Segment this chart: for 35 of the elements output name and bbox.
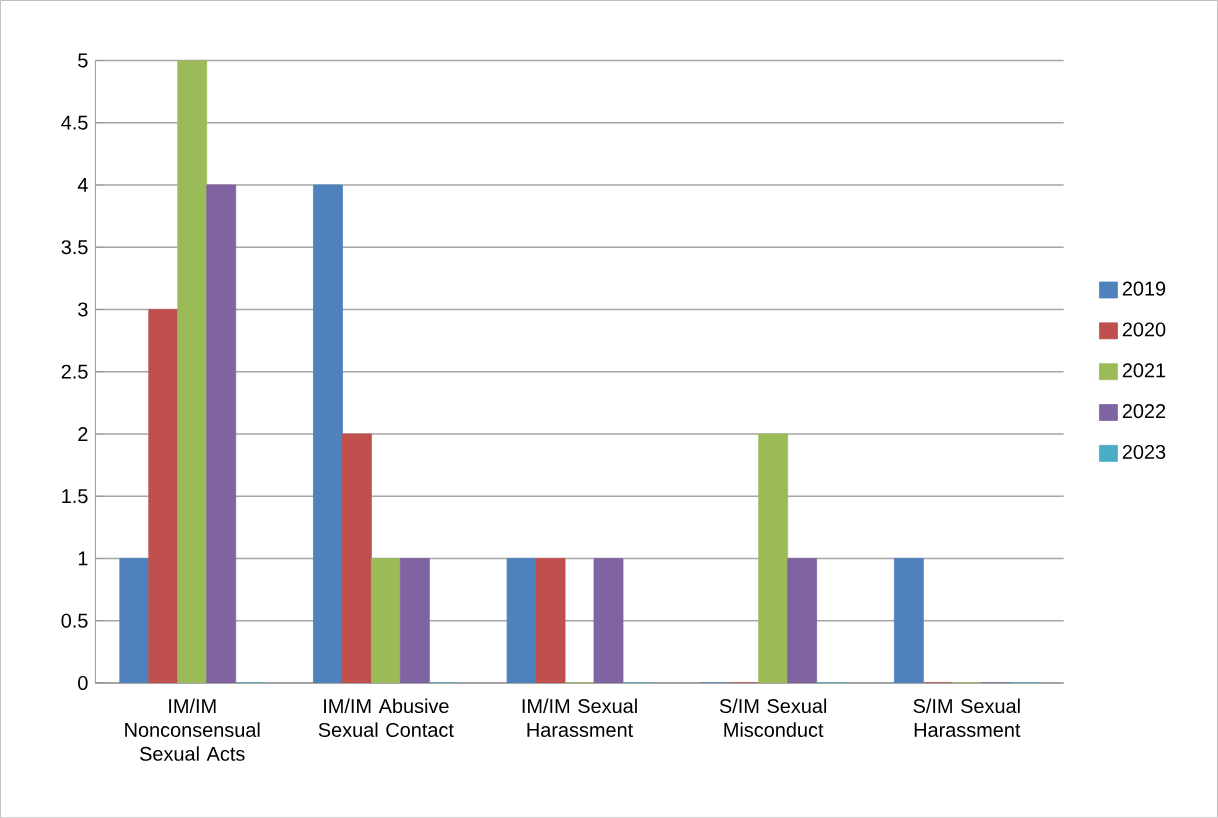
bar <box>313 184 343 683</box>
x-tick-label: S/IM Sexual Misconduct <box>719 698 827 737</box>
bar <box>148 308 179 683</box>
legend-label: 2022 <box>1122 403 1166 419</box>
bar <box>399 557 430 683</box>
bar <box>593 557 624 683</box>
y-tick-label: 1.5 <box>62 489 88 503</box>
y-tick-label: 2 <box>78 426 88 441</box>
bar <box>758 433 789 683</box>
x-tick-label: IM/IM Nonconsensual Sexual Acts <box>125 698 260 761</box>
x-tick-label: IM/IM Abusive Sexual Contact <box>318 698 454 737</box>
y-tick-label: 4.5 <box>61 115 88 130</box>
bar <box>787 557 818 683</box>
y-tick-label: 3 <box>78 302 88 317</box>
y-tick-label: 0 <box>78 675 88 690</box>
y-tick-label: 3.5 <box>61 240 88 255</box>
bar <box>893 557 924 683</box>
bar <box>177 60 208 683</box>
legend-label: 2020 <box>1122 322 1166 337</box>
legend-label: 2021 <box>1122 363 1166 378</box>
bar <box>206 184 237 683</box>
legend-label: 2019 <box>1122 281 1166 296</box>
bar <box>342 433 372 683</box>
y-tick-label: 0.5 <box>61 613 88 628</box>
y-tick-label: 5 <box>78 53 88 68</box>
bar <box>506 557 537 683</box>
y-tick-label: 2.5 <box>61 364 88 379</box>
bar <box>535 557 566 683</box>
bar <box>119 557 150 683</box>
y-tick-label: 1 <box>78 551 88 566</box>
legend-label: 2023 <box>1122 444 1166 459</box>
x-tick-label: S/IM Sexual Harassment <box>913 698 1021 737</box>
bar <box>371 557 401 683</box>
y-tick-label: 4 <box>77 177 88 192</box>
x-tick-label: IM/IM Sexual Harassment <box>522 698 637 737</box>
